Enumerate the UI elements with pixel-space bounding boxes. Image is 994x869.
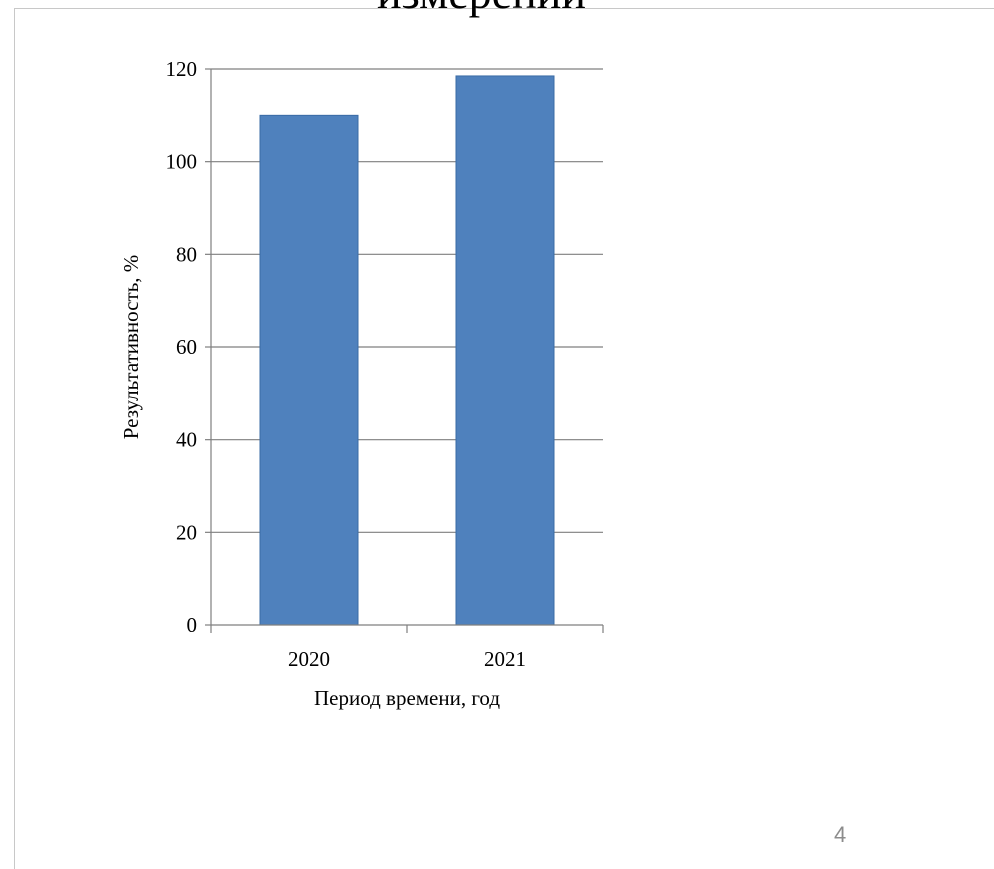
slide-border-top [14, 8, 994, 9]
slide-title: измерении [377, 0, 586, 19]
y-tick-label: 40 [176, 428, 197, 452]
bar [259, 114, 359, 626]
y-axis-label: Результативность, % [119, 255, 143, 440]
slide-border-left [14, 8, 15, 869]
x-tick-label: 2020 [288, 647, 330, 671]
y-tick-label: 0 [187, 613, 198, 637]
x-axis-label: Период времени, год [314, 686, 500, 710]
x-tick-label: 2021 [484, 647, 526, 671]
y-tick-label: 80 [176, 242, 197, 266]
y-tick-label: 60 [176, 335, 197, 359]
page-number: 4 [834, 822, 847, 847]
axis-labels: Период времени, год Результативность, % [119, 255, 500, 710]
axes: 0 20 40 60 80 100 120 2020 2021 [166, 57, 604, 671]
y-tick-label: 20 [176, 520, 197, 544]
bars [259, 75, 555, 626]
y-tick-label: 120 [166, 57, 198, 81]
y-tick-label: 100 [166, 150, 198, 174]
bar [455, 75, 555, 626]
